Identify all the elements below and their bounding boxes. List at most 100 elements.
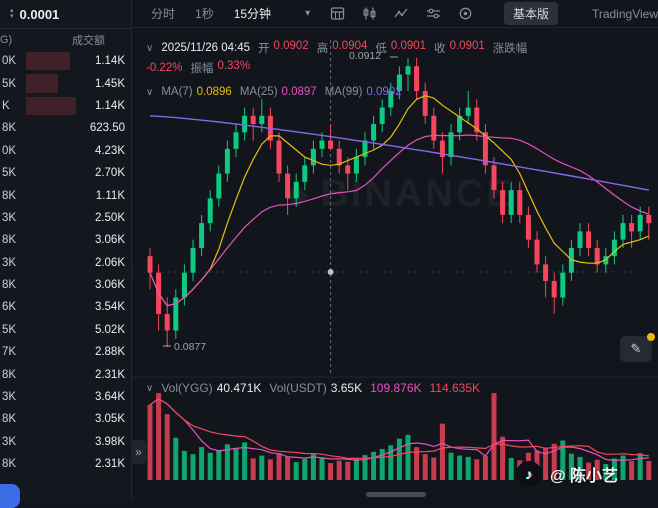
book-rows: 0K 1.14K 5K 1.45K K 1.14K 8K 623.50 0K 4.23K 5K 2.7… [0,50,130,475]
tune-icon[interactable] [426,6,441,21]
book-row[interactable]: 8K 2.31K [0,363,130,385]
panel-expand-handle[interactable]: » [131,440,146,464]
vol-label: Vol(YGG) [161,381,213,395]
turnover-cell: 2.70K [94,167,125,180]
amount-cell: 3K [2,256,17,269]
corner-widget[interactable] [0,484,20,508]
high-label: 高 [316,43,329,55]
book-row[interactable]: 8K 2.31K [0,453,130,475]
interval-time-share[interactable]: 分时 [151,7,176,21]
interval-dropdown-caret-icon[interactable]: ▾ [305,8,311,19]
depth-bar [26,52,70,71]
quick-order-button[interactable]: ✎ [620,333,655,362]
book-row[interactable]: 8K 623.50 [0,117,130,139]
amount-cell: 8K [2,189,17,202]
book-row[interactable]: 5K 5.02K [0,319,130,341]
book-row[interactable]: 0K 1.14K [0,50,130,72]
ma25-value: 0.0897 [281,86,317,98]
book-row[interactable]: 3K 3.98K [0,431,130,453]
amount-cell: 3K [2,391,17,404]
turnover-cell: 3.64K [94,391,125,404]
turnover-cell: 3.54K [94,301,125,314]
book-row[interactable]: 8K 3.06K [0,229,130,251]
amount-cell: 8K [2,234,17,247]
creator-watermark-badge: ♪ @ 陈小艺 [516,461,618,487]
ohlc-info-row: ∨ 2025/11/26 04:45 开 0.0902 高 0.0904 低 0.09… [146,40,527,56]
amount-cell: 8K [2,458,17,471]
amount-cell: 3K [2,211,17,224]
interval-1s[interactable]: 1秒 [195,7,214,21]
amount-cell: K [2,99,10,112]
depth-bar [26,74,58,93]
creator-name: @ 陈小艺 [550,468,619,485]
basic-version-button[interactable]: 基本版 [503,2,558,25]
music-note-icon: ♪ [516,461,542,487]
amount-cell: 5K [2,77,17,90]
book-row[interactable]: K 1.14K [0,95,130,117]
turnover-cell: 2.31K [94,458,125,471]
turnover-cell: 5.02K [94,323,125,336]
collapse-chevron-icon[interactable]: ∨ [146,42,154,54]
book-row[interactable]: 5K 1.45K [0,72,130,94]
turnover-cell: 1.14K [94,99,125,112]
turnover-cell: 1.45K [94,77,125,90]
book-row[interactable]: 8K 3.06K [0,274,130,296]
book-row[interactable]: 3K 2.50K [0,207,130,229]
turnover-cell: 1.14K [94,55,125,68]
book-row[interactable]: 3K 2.06K [0,252,130,274]
close-label: 收 [434,43,446,55]
indicator-icon[interactable] [394,6,409,21]
amplitude-value: 0.33% [217,60,251,72]
vol-usdt-value: 3.65K [330,381,363,395]
book-row[interactable]: 3K 3.64K [0,386,130,408]
turnover-column-header: 成交额 [72,35,105,47]
tick-size-row[interactable]: ▴ ▾ 0.0001 [0,0,131,29]
amount-cell: 5K [2,323,17,336]
ohlc-info-row2: -0.22% 振幅 0.33% [146,60,250,76]
book-row[interactable]: 8K 1.11K [0,184,130,206]
amount-cell: 8K [2,279,17,292]
binance-watermark: ◆ BINANCE [245,168,555,220]
turnover-cell: 2.88K [94,346,125,359]
interval-15m[interactable]: 15分钟 [233,7,272,21]
horizontal-scrollbar[interactable] [366,492,426,497]
change-label: 涨跌幅 [492,43,528,55]
ma-collapse-chevron-icon[interactable]: ∨ [146,86,154,98]
vol-collapse-chevron-icon[interactable]: ∨ [146,382,154,394]
chart-toolbar: 分时 1秒 15分钟 ▾ 基本版 TradingView [131,0,658,28]
amount-cell: 8K [2,413,17,426]
chart-high-annotation: 0.0912 [349,50,382,62]
turnover-cell: 3.05K [94,413,125,426]
book-row[interactable]: 7K 2.88K [0,341,130,363]
book-row[interactable]: 0K 4.23K [0,140,130,162]
book-row[interactable]: 8K 3.05K [0,408,130,430]
turnover-cell: 1.11K [95,189,125,202]
settings-icon[interactable] [458,6,473,21]
book-row[interactable]: 5K 2.70K [0,162,130,184]
amount-cell: 6K [2,301,17,314]
ma-indicator-row: ∨ MA(7) 0.0896 MA(25) 0.0897 MA(99) 0.0902 [146,86,402,98]
amplitude-label: 振幅 [190,63,214,75]
volume-indicator-row: ∨ Vol(YGG) 40.471K Vol(USDT) 3.65K 109.876… [146,381,480,395]
tab-tradingview[interactable]: TradingView [591,6,658,21]
turnover-cell: 3.06K [94,279,125,292]
amount-cell: 3K [2,435,17,448]
ma7-value: 0.0896 [196,86,232,98]
tick-size-value[interactable]: 0.0001 [19,6,60,22]
calendar-icon[interactable] [330,6,345,21]
turnover-cell: 623.50 [89,122,125,135]
vol-ma1-value: 109.876K [370,381,422,395]
amount-cell: 5K [2,167,17,180]
sort-arrows-icon: ▴ ▾ [10,7,14,20]
chart-style-icon[interactable] [362,6,377,21]
ma7-label: MA(7) [161,86,193,98]
turnover-cell: 3.98K [94,435,125,448]
open-label: 开 [258,43,270,55]
turnover-cell: 2.31K [94,368,125,381]
turnover-cell: 2.50K [94,211,125,224]
amount-cell: 0K [2,55,17,68]
book-row[interactable]: 6K 3.54K [0,296,130,318]
amount-cell: 8K [2,122,17,135]
open-value: 0.0902 [273,40,309,52]
